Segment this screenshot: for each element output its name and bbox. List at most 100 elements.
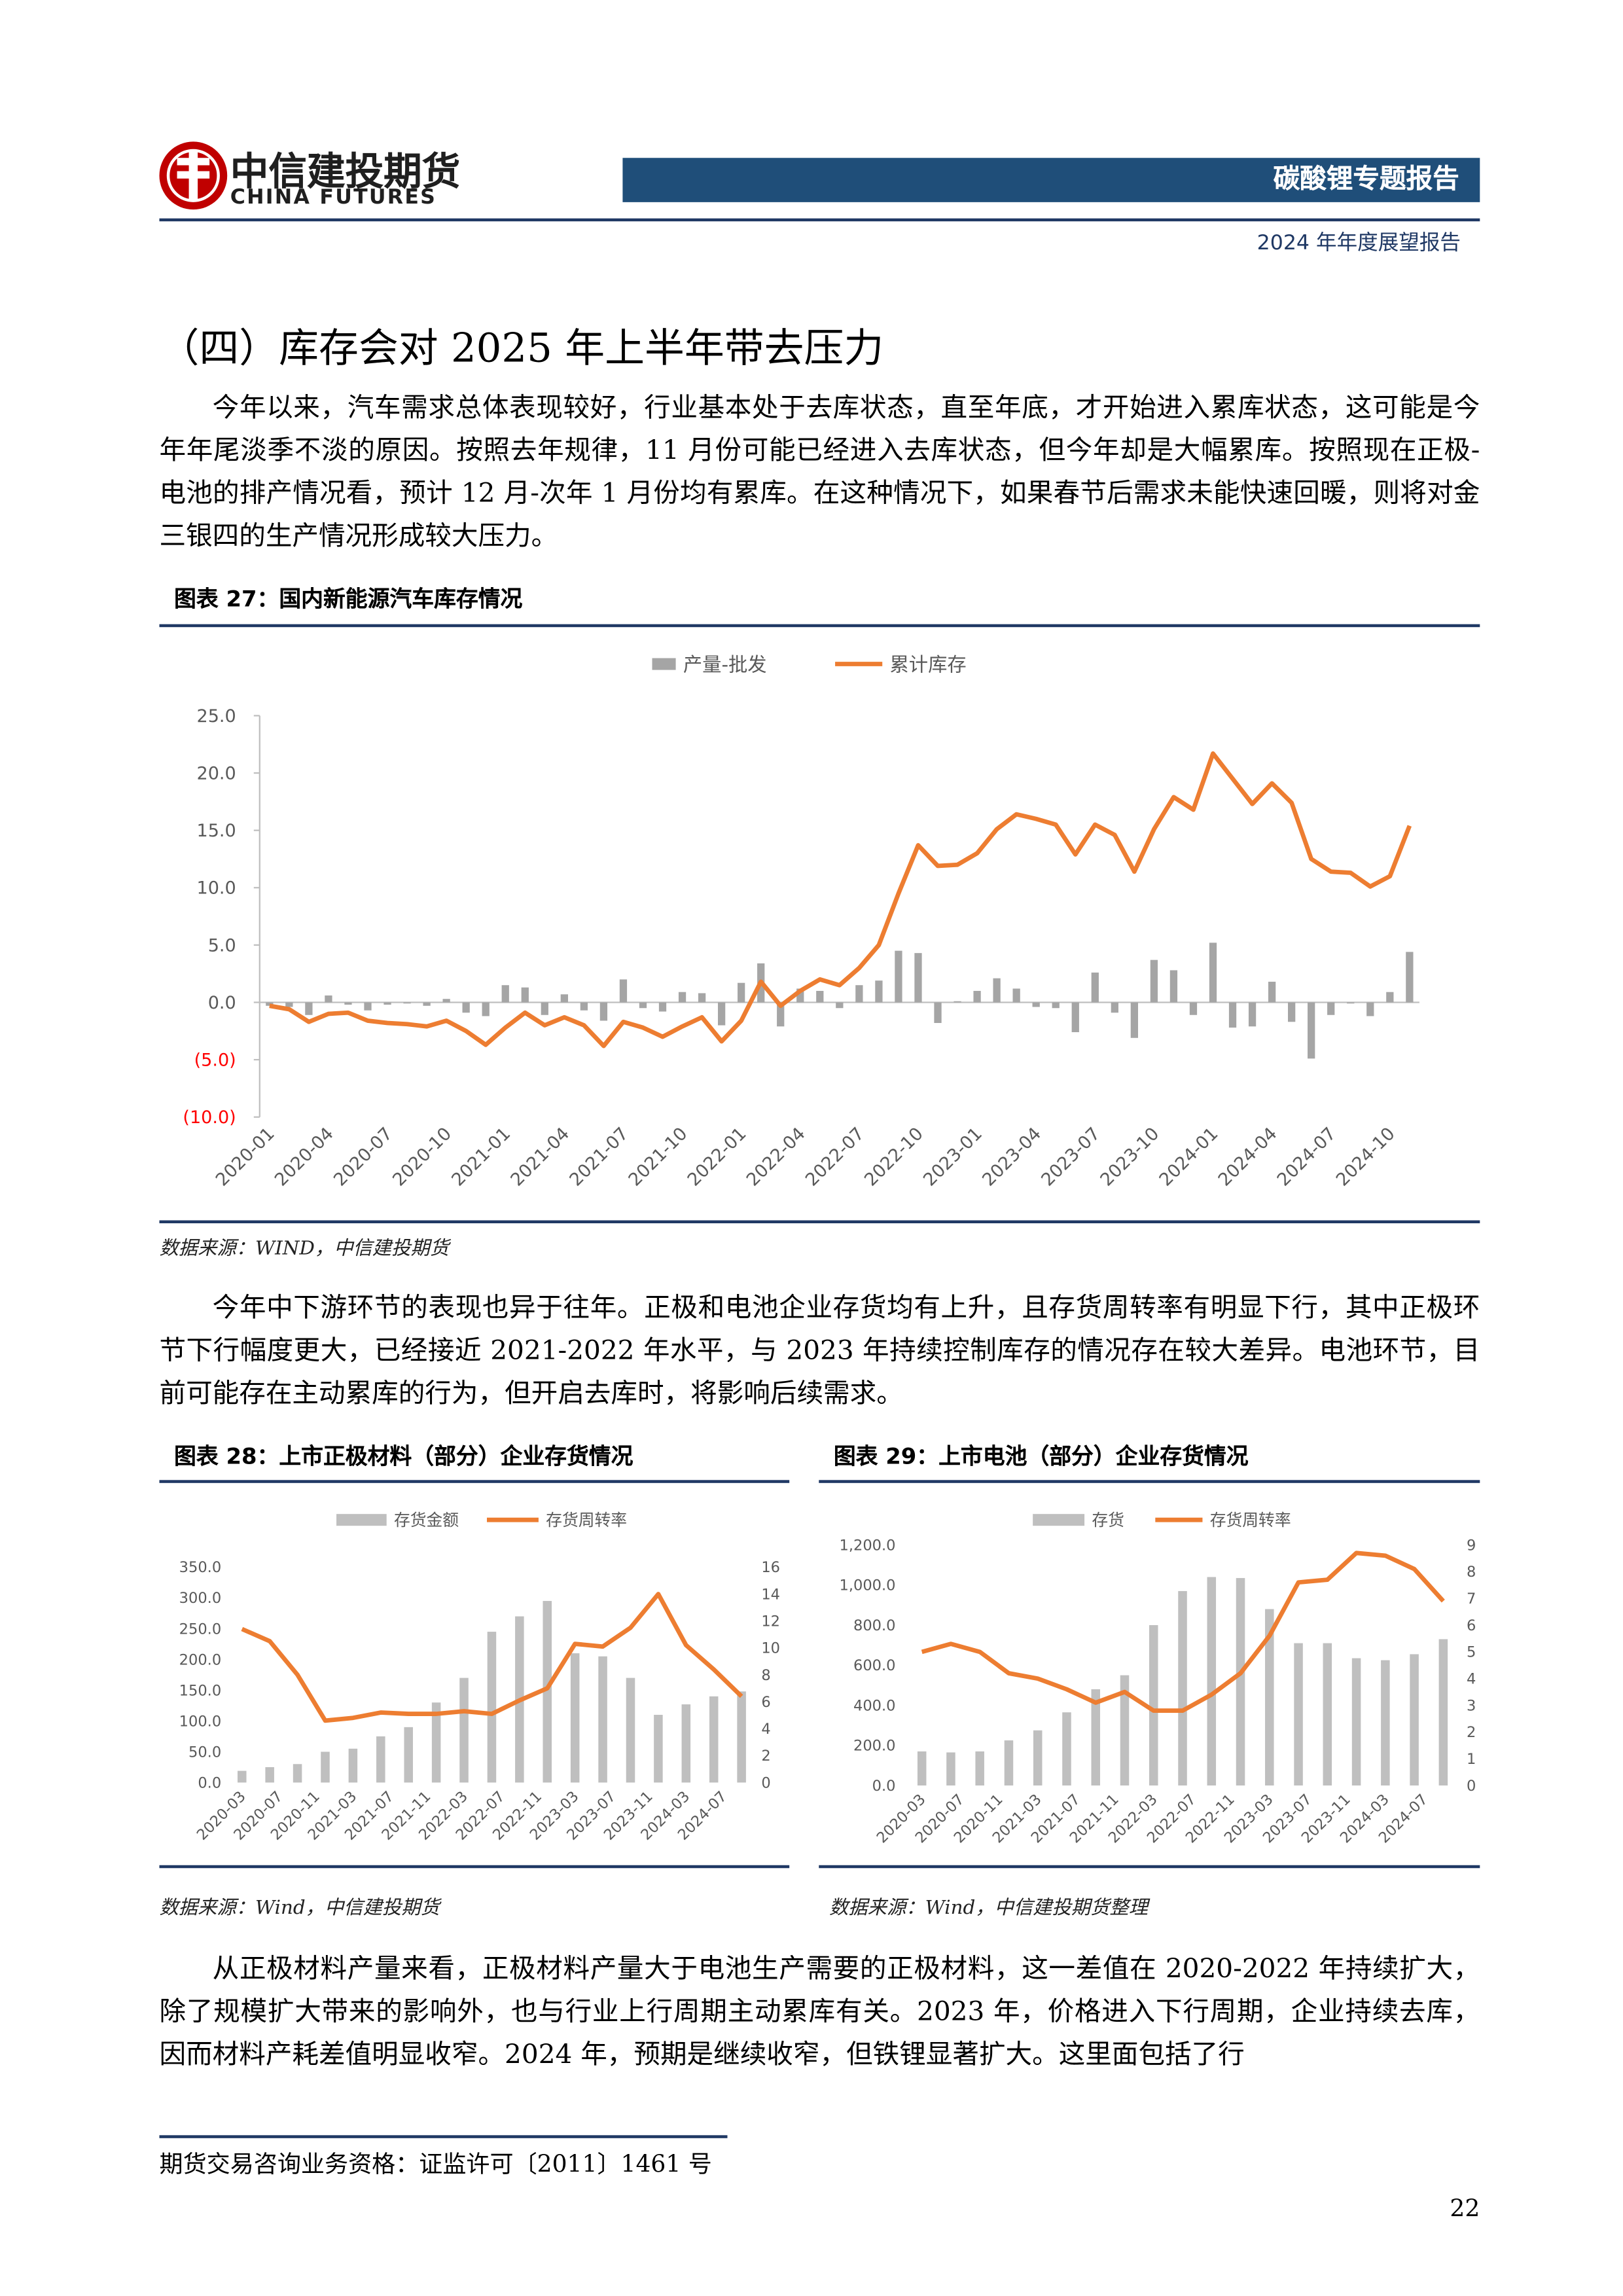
- legend-swatch: [1033, 1514, 1085, 1526]
- bar: [1366, 1002, 1374, 1016]
- y-tick-label: 150.0: [179, 1682, 222, 1699]
- bar: [816, 990, 824, 1003]
- legend-label: 存货: [1092, 1511, 1124, 1530]
- y2-tick-label: 16: [761, 1559, 780, 1576]
- x-tick-label: 2022-10: [861, 1124, 927, 1191]
- bar: [1062, 1712, 1071, 1785]
- bar: [1248, 1002, 1257, 1027]
- bar: [1091, 1689, 1101, 1785]
- y-tick-label: 5.0: [208, 935, 236, 956]
- bar: [325, 995, 332, 1003]
- bar: [1323, 1643, 1332, 1785]
- line: [269, 751, 1412, 1049]
- bar: [1052, 1002, 1060, 1009]
- report-type: 碳酸锂专题报告: [622, 158, 1480, 202]
- y2-tick-label: 3: [1467, 1697, 1476, 1714]
- bar: [1169, 970, 1178, 1003]
- y2-tick-label: 1: [1467, 1751, 1476, 1768]
- bar: [266, 1002, 274, 1006]
- bar: [1410, 1654, 1419, 1785]
- footer-rule: [159, 2135, 728, 2138]
- x-tick-label: 2023-10: [1097, 1124, 1164, 1191]
- bar: [709, 1696, 719, 1783]
- chart: 0.0 200.0 400.0 600.0 800.0 1,000.0 1,200.0 0 1 2…: [840, 1511, 1476, 1846]
- figure-source: 数据来源：Wind，中信建投期货整理: [829, 1897, 1149, 1920]
- figure-caption: 图表 27：国内新能源汽车库存情况: [174, 586, 523, 613]
- y2-tick-label: 7: [1467, 1590, 1476, 1607]
- bar: [681, 1704, 691, 1783]
- bar: [1150, 960, 1158, 1003]
- figure-caption: 图表 28：上市正极材料（部分）企业存货情况: [174, 1443, 633, 1470]
- bar: [954, 1001, 961, 1003]
- y-tick-label: 200.0: [853, 1738, 896, 1755]
- y-tick-label: 200.0: [179, 1651, 222, 1668]
- bar: [1111, 1002, 1118, 1013]
- chart: 25.0 20.0 15.0 10.0 5.0 0.0 (5.0) (10.0)2020-01…: [183, 653, 1419, 1191]
- legend-swatch: [652, 658, 676, 670]
- bar: [1386, 992, 1394, 1003]
- y2-tick-label: 8: [1467, 1564, 1476, 1581]
- figure-rule: [159, 624, 1480, 628]
- bar: [1178, 1590, 1187, 1785]
- bar: [1012, 988, 1020, 1003]
- bar: [1091, 972, 1099, 1003]
- x-tick-label: 2020-04: [271, 1124, 338, 1191]
- legend-label: 存货金额: [394, 1511, 459, 1530]
- bar: [973, 990, 981, 1003]
- x-tick-label: 2023-01: [919, 1124, 986, 1191]
- bar: [914, 953, 922, 1003]
- y2-tick-label: 0: [761, 1774, 770, 1791]
- y-tick-label: 1,000.0: [840, 1577, 896, 1594]
- legend-swatch: [336, 1514, 387, 1526]
- bar: [855, 985, 863, 1003]
- y-tick-label: 0.0: [198, 1774, 221, 1791]
- bar: [570, 1653, 580, 1783]
- y-tick-label: 300.0: [179, 1590, 222, 1607]
- x-tick-label: 2021-04: [507, 1124, 573, 1191]
- bar: [285, 1002, 293, 1007]
- bar: [541, 1002, 548, 1015]
- y2-tick-label: 0: [1467, 1778, 1476, 1795]
- bar: [654, 1715, 663, 1783]
- x-tick-label: 2024-10: [1332, 1124, 1399, 1191]
- bar: [321, 1751, 330, 1783]
- logo-en: CHINA FUTURES: [230, 186, 437, 210]
- figure-caption: 图表 29：上市电池（部分）企业存货情况: [833, 1443, 1249, 1470]
- bar: [993, 978, 1001, 1003]
- bar: [237, 1770, 247, 1783]
- figure-source: 数据来源：Wind，中信建投期货: [159, 1897, 440, 1920]
- y-tick-label: 600.0: [853, 1657, 896, 1674]
- bar: [1294, 1643, 1303, 1785]
- figure-rule: [819, 1865, 1480, 1869]
- bar: [917, 1751, 927, 1785]
- logo-cn: 中信建投期货: [230, 150, 461, 195]
- y-tick-label: 0.0: [208, 993, 236, 1013]
- x-tick-label: 2020-10: [389, 1124, 455, 1191]
- y-tick-label: 1,200.0: [840, 1537, 896, 1554]
- bar: [599, 1002, 608, 1021]
- y2-tick-label: 10: [761, 1640, 780, 1657]
- figure-rule: [159, 1480, 790, 1483]
- x-tick-label: 2020-01: [212, 1124, 279, 1191]
- y-tick-label: 800.0: [853, 1617, 896, 1634]
- bar: [1327, 1002, 1335, 1015]
- y-tick-label: 0.0: [872, 1778, 896, 1795]
- bar: [875, 980, 883, 1003]
- figure-rule: [159, 1865, 790, 1869]
- bar: [462, 1002, 470, 1013]
- bar: [1207, 1577, 1217, 1785]
- y2-tick-label: 6: [761, 1694, 770, 1711]
- y-tick-label: 10.0: [196, 878, 236, 899]
- bar: [626, 1677, 635, 1783]
- header-rule: [159, 218, 1480, 221]
- bar: [364, 1002, 372, 1011]
- bar: [293, 1764, 302, 1783]
- bar: [678, 992, 687, 1003]
- x-tick-label: 2020-07: [330, 1124, 397, 1191]
- bar: [1265, 1609, 1274, 1785]
- y-tick-label: 250.0: [179, 1621, 222, 1638]
- x-tick-label: 2021-01: [448, 1124, 514, 1191]
- y2-tick-label: 2: [1467, 1724, 1476, 1741]
- bar: [459, 1677, 469, 1783]
